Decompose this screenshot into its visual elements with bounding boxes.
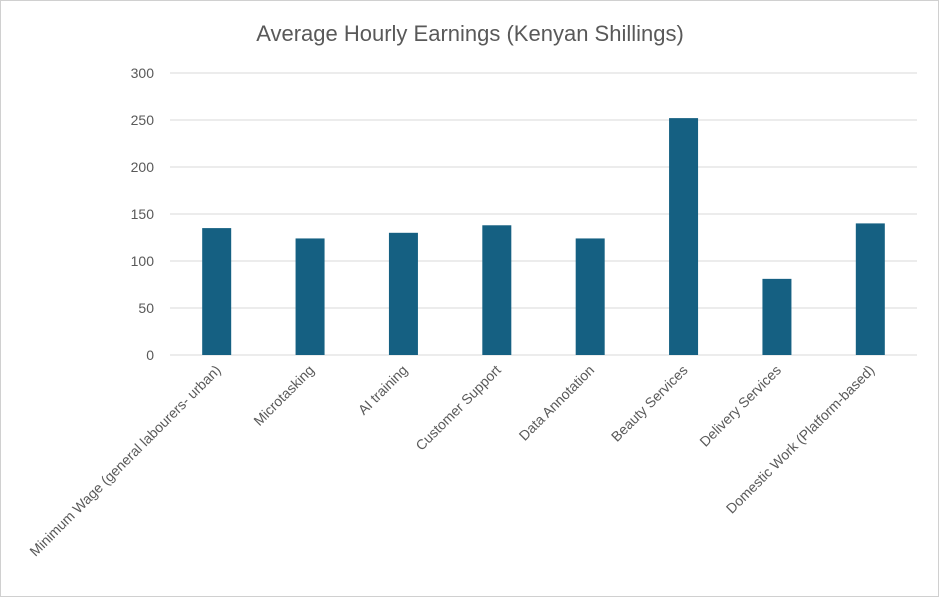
y-tick-label: 100 xyxy=(131,253,155,269)
bar xyxy=(762,278,792,355)
x-category-label: Customer Support xyxy=(412,362,504,454)
bars xyxy=(202,118,885,356)
bar xyxy=(575,238,605,355)
chart-title: Average Hourly Earnings (Kenyan Shilling… xyxy=(256,21,684,46)
x-category-label: Data Annotation xyxy=(516,362,598,444)
gridlines xyxy=(170,72,917,356)
y-tick-label: 200 xyxy=(131,159,155,175)
y-tick-label: 50 xyxy=(138,300,154,316)
x-category-label: Minimum Wage (general labourers- urban) xyxy=(26,362,223,559)
x-category-label: AI training xyxy=(355,362,411,418)
x-category-label: Beauty Services xyxy=(608,362,691,445)
x-category-label: Delivery Services xyxy=(696,362,784,450)
bar xyxy=(855,223,885,355)
bar xyxy=(295,238,325,355)
x-axis-category-labels: Minimum Wage (general labourers- urban) M… xyxy=(26,362,877,560)
y-tick-label: 250 xyxy=(131,112,155,128)
bar xyxy=(202,228,232,355)
y-tick-label: 0 xyxy=(146,347,154,363)
y-tick-label: 300 xyxy=(131,65,155,81)
x-category-label: Domestic Work (Platform-based) xyxy=(723,362,878,517)
x-category-label: Microtasking xyxy=(250,362,317,429)
bar xyxy=(669,118,699,356)
y-axis-tick-labels: 0 50 100 150 200 250 300 xyxy=(131,65,155,363)
y-tick-label: 150 xyxy=(131,206,155,222)
bar xyxy=(482,225,512,355)
bar xyxy=(388,232,418,355)
